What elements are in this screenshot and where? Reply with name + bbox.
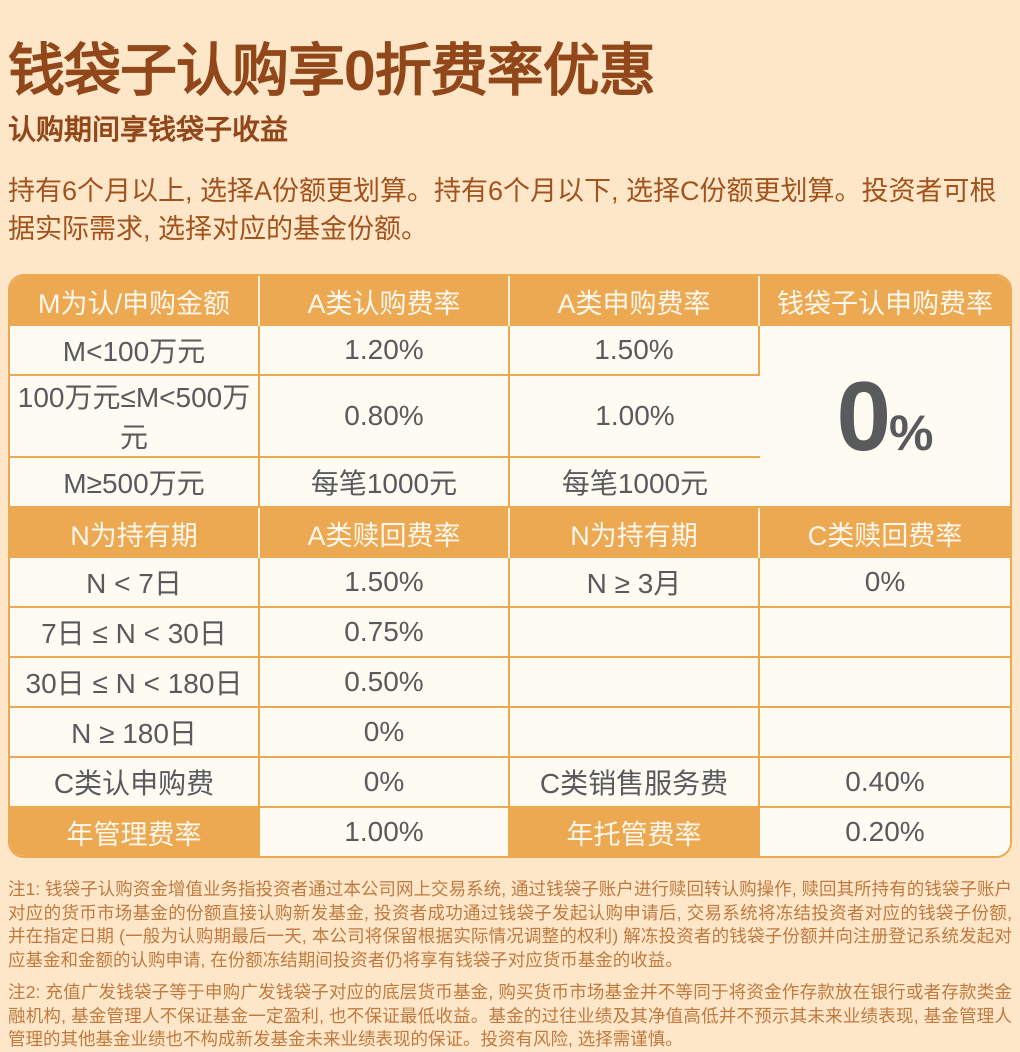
table-row: M<100万元 1.20% 1.50% 0% bbox=[10, 326, 1010, 508]
header-row-purchase: M为认/申购金额 A类认购费率 A类申购费率 钱袋子认申购费率 bbox=[10, 276, 1010, 326]
cell-empty bbox=[760, 708, 1010, 758]
cell-empty bbox=[510, 708, 760, 758]
cell-n-lt-7d: N < 7日 bbox=[10, 558, 260, 608]
cell-m-gte-500: M≥500万元 bbox=[10, 458, 260, 508]
header-m-amount: M为认/申购金额 bbox=[10, 276, 260, 326]
cell-annual-custody-fee-label: 年托管费率 bbox=[510, 808, 760, 856]
fee-rate-table: M为认/申购金额 A类认购费率 A类申购费率 钱袋子认申购费率 M<100万元 … bbox=[8, 274, 1012, 858]
cell-rate: 1.50% bbox=[260, 558, 510, 608]
cell-rate: 0% bbox=[760, 558, 1010, 608]
table-row: N ≥ 180日 0% bbox=[10, 708, 1010, 758]
table-row: 100万元≤M<500万元 0.80% 1.00% bbox=[10, 376, 1010, 458]
table-row: 30日 ≤ N < 180日 0.50% bbox=[10, 658, 1010, 708]
cell-rate: 0.50% bbox=[260, 658, 510, 708]
table-row: N < 7日 1.50% N ≥ 3月 0% bbox=[10, 558, 1010, 608]
cell-rate: 0.80% bbox=[260, 376, 510, 458]
zero-rate-percent-sign: % bbox=[889, 404, 934, 461]
cell-empty bbox=[510, 658, 760, 708]
cell-c-sales-service-fee-label: C类销售服务费 bbox=[510, 758, 760, 808]
cell-n-gte-3m: N ≥ 3月 bbox=[510, 558, 760, 608]
cell-rate: 每笔1000元 bbox=[510, 458, 760, 508]
cell-rate: 0% bbox=[260, 758, 510, 808]
cell-rate: 每笔1000元 bbox=[260, 458, 510, 508]
cell-rate: 0.20% bbox=[760, 808, 1010, 856]
footnote-2: 注2: 充值广发钱袋子等于申购广发钱袋子对应的底层货币基金, 购买货币市场基金并… bbox=[8, 982, 1012, 1049]
cell-m-100-to-500: 100万元≤M<500万元 bbox=[10, 376, 260, 458]
cell-rate: 0.75% bbox=[260, 608, 510, 658]
header-c-redemption-fee: C类赎回费率 bbox=[760, 508, 1010, 558]
cell-rate: 1.00% bbox=[510, 376, 760, 458]
cell-empty bbox=[760, 608, 1010, 658]
cell-empty bbox=[510, 608, 760, 658]
header-a-subscription-fee: A类认购费率 bbox=[260, 276, 510, 326]
zero-rate-number: 0 bbox=[836, 360, 891, 471]
cell-rate: 0.40% bbox=[760, 758, 1010, 808]
footer-row-annual-fees: 年管理费率 1.00% 年托管费率 0.20% bbox=[10, 808, 1010, 856]
header-a-redemption-fee: A类赎回费率 bbox=[260, 508, 510, 558]
page-title: 钱袋子认购享0折费率优惠 bbox=[8, 39, 656, 103]
table-row: 7日 ≤ N < 30日 0.75% bbox=[10, 608, 1010, 658]
table-row: M≥500万元 每笔1000元 每笔1000元 bbox=[10, 458, 1010, 508]
cell-annual-management-fee-label: 年管理费率 bbox=[10, 808, 260, 856]
cell-rate: 1.20% bbox=[260, 326, 510, 376]
cell-qiandaizi-zero-rate: 0% bbox=[760, 326, 1010, 508]
cell-empty bbox=[760, 658, 1010, 708]
header-a-purchase-fee: A类申购费率 bbox=[510, 276, 760, 326]
header-row-redemption: N为持有期 A类赎回费率 N为持有期 C类赎回费率 bbox=[10, 508, 1010, 558]
header-n-holding-period: N为持有期 bbox=[510, 508, 760, 558]
cell-n-7d-to-30d: 7日 ≤ N < 30日 bbox=[10, 608, 260, 658]
table-row: C类认申购费 0% C类销售服务费 0.40% bbox=[10, 758, 1010, 808]
cell-rate: 1.50% bbox=[510, 326, 760, 376]
footnote-1: 注1: 钱袋子认购资金增值业务指投资者通过本公司网上交易系统, 通过钱袋子账户进… bbox=[8, 879, 1012, 970]
intro-text: 持有6个月以上, 选择A份额更划算。持有6个月以下, 选择C份额更划算。投资者可… bbox=[8, 176, 997, 244]
cell-n-gte-180d: N ≥ 180日 bbox=[10, 708, 260, 758]
cell-rate: 0% bbox=[260, 708, 510, 758]
promo-page: 钱袋子认购享0折费率优惠 认购期间享钱袋子收益 持有6个月以上, 选择A份额更划… bbox=[8, 0, 1012, 1052]
cell-rate: 1.00% bbox=[260, 808, 510, 856]
page-subtitle: 认购期间享钱袋子收益 bbox=[8, 114, 289, 145]
cell-m-lt-100: M<100万元 bbox=[10, 326, 260, 376]
cell-c-subscription-fee-label: C类认申购费 bbox=[10, 758, 260, 808]
header-n-holding-period: N为持有期 bbox=[10, 508, 260, 558]
cell-n-30d-to-180d: 30日 ≤ N < 180日 bbox=[10, 658, 260, 708]
header-qiandaizi-fee: 钱袋子认申购费率 bbox=[760, 276, 1010, 326]
